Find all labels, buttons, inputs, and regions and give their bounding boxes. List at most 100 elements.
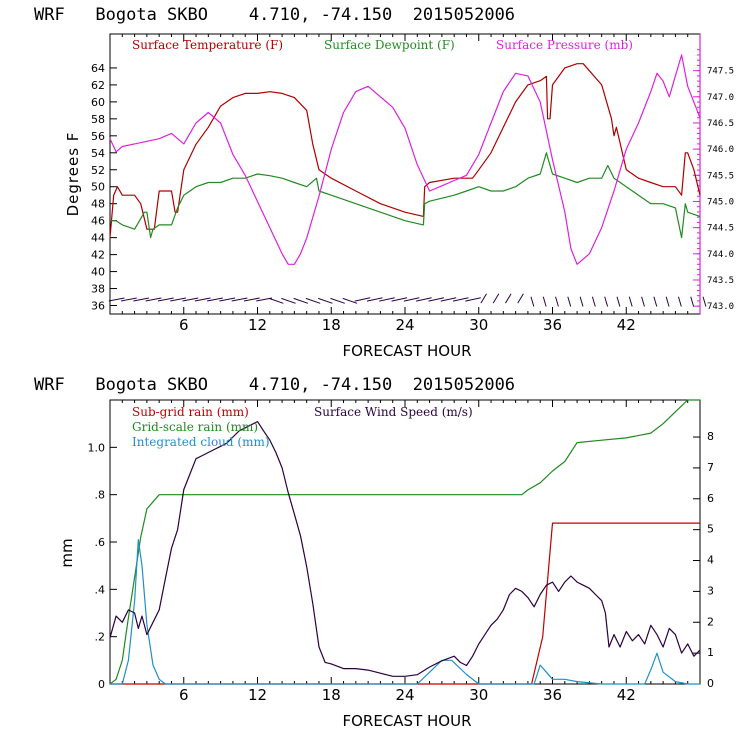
wind-barb — [293, 297, 309, 304]
wind-barb — [330, 297, 345, 304]
y2-tick-label: 746.0 — [707, 145, 734, 155]
wind-barb — [207, 297, 223, 302]
chart2-y-ticks: 0 .2 .4 .6 .8 1.0 — [88, 441, 117, 691]
wind-barb — [120, 297, 137, 302]
chart1-y-axis-label: Degrees F — [64, 132, 82, 217]
y-tick-label: 38 — [91, 283, 105, 296]
legend-temperature: Surface Temperature (F) — [132, 38, 283, 52]
y2-tick-label: 743.0 — [707, 302, 734, 312]
wind-barb — [379, 297, 395, 302]
chart2-series — [109, 399, 701, 685]
y-tick-label: 1.0 — [88, 441, 106, 454]
wind-barb — [170, 297, 187, 302]
y-tick-label: 50 — [91, 181, 105, 194]
y-tick-label: 46 — [91, 215, 105, 228]
y2-tick-label: 3 — [707, 584, 714, 597]
wind-barb — [452, 297, 469, 302]
wind-barb — [690, 296, 695, 307]
y-tick-label: 58 — [91, 113, 105, 126]
x-tick-label: 24 — [395, 316, 414, 334]
wind-barb — [465, 297, 481, 302]
chart2-y-axis-label: mm — [58, 538, 76, 567]
y2-tick-label: 744.0 — [707, 250, 734, 260]
y2-tick-label: 8 — [707, 430, 714, 443]
wind-barb — [145, 297, 162, 302]
wind-barb — [616, 296, 621, 307]
temperature-chart: WRF Bogota SKBO 4.710, -74.150 201505200… — [34, 5, 734, 360]
x-tick-label: 36 — [543, 686, 562, 704]
chart1-x-ticks: 6 12 18 24 30 36 42 — [121, 34, 689, 334]
wind-barb — [268, 297, 284, 304]
x-tick-label: 6 — [179, 686, 189, 704]
y-tick-label: 44 — [91, 232, 105, 245]
wind-barb — [182, 297, 199, 302]
chart1-header: WRF Bogota SKBO 4.710, -74.150 201505200… — [34, 5, 515, 25]
wind-barb — [428, 297, 445, 302]
legend-subgrid-rain: Sub-grid rain (mm) — [132, 405, 249, 419]
x-tick-label: 12 — [248, 316, 267, 334]
y-tick-label: 60 — [91, 96, 105, 109]
wind-barb — [628, 296, 633, 307]
y2-tick-label: 5 — [707, 523, 714, 536]
wind-barb — [194, 297, 211, 302]
y-tick-label: 64 — [91, 62, 105, 75]
chart1-series — [109, 54, 701, 265]
y-tick-label: 54 — [91, 147, 105, 160]
wind-barb — [354, 297, 371, 302]
wind-barb — [157, 297, 174, 302]
legend-pressure: Surface Pressure (mb) — [496, 38, 633, 52]
x-tick-label: 18 — [322, 316, 341, 334]
wind-barb — [133, 297, 150, 302]
surface-temperature-line — [109, 63, 701, 238]
y-tick-label: 48 — [91, 198, 105, 211]
x-tick-label: 24 — [395, 686, 414, 704]
wind-barb — [530, 296, 535, 307]
legend-integrated-cloud: Integrated cloud (mm) — [132, 435, 270, 449]
wind-barb — [243, 297, 260, 302]
x-tick-label: 36 — [543, 316, 562, 334]
chart1-wind-barbs — [108, 293, 707, 307]
wind-barb — [342, 297, 358, 304]
wind-barb — [281, 297, 296, 304]
wind-barb — [702, 296, 707, 307]
y2-tick-label: 4 — [707, 554, 714, 567]
y2-tick-label: 6 — [707, 492, 714, 505]
x-tick-label: 18 — [322, 686, 341, 704]
wind-barb — [391, 297, 408, 302]
y2-tick-label: 1 — [707, 646, 714, 659]
wind-barb — [542, 296, 547, 307]
x-tick-label: 42 — [617, 316, 636, 334]
wind-barb — [108, 297, 125, 302]
legend-gridscale-rain: Grid-scale rain (mm) — [132, 420, 258, 434]
wind-barb — [416, 297, 432, 302]
surface-wind-speed-line — [109, 421, 701, 677]
y-tick-label: 42 — [91, 249, 105, 262]
wind-barb — [567, 296, 572, 307]
x-tick-label: 6 — [179, 316, 189, 334]
wind-barb — [403, 297, 420, 302]
wind-barb — [219, 297, 236, 302]
y-tick-label: .8 — [95, 489, 106, 502]
y-tick-label: 62 — [91, 79, 105, 92]
surface-dewpoint-line — [110, 152, 701, 239]
y-tick-label: 40 — [91, 266, 105, 279]
integrated-cloud-line — [110, 538, 700, 685]
precipitation-chart: WRF Bogota SKBO 4.710, -74.150 201505200… — [34, 375, 714, 730]
y2-tick-label: 747.0 — [707, 93, 734, 103]
legend-wind-speed: Surface Wind Speed (m/s) — [314, 405, 473, 419]
wind-barb — [555, 296, 559, 307]
y-tick-label: 36 — [91, 300, 105, 313]
x-tick-label: 30 — [469, 686, 488, 704]
chart1-y2-ticks: 743.0 743.5 744.0 744.5 745.0 745.5 746.0 746.5… — [693, 49, 734, 312]
y-tick-label: 52 — [91, 164, 105, 177]
chart1-y-ticks: 36 38 40 42 44 46 48 50 52 54 56 58 60 62 64 — [91, 62, 117, 313]
chart2-x-axis-label: FORECAST HOUR — [342, 712, 471, 730]
wind-barb — [440, 297, 457, 302]
x-tick-label: 42 — [617, 686, 636, 704]
chart2-header: WRF Bogota SKBO 4.710, -74.150 201505200… — [34, 375, 515, 395]
y2-tick-label: 746.5 — [707, 119, 734, 129]
wind-barb — [604, 296, 609, 307]
y2-tick-label: 0 — [707, 677, 714, 690]
y-tick-label: .2 — [95, 631, 106, 644]
